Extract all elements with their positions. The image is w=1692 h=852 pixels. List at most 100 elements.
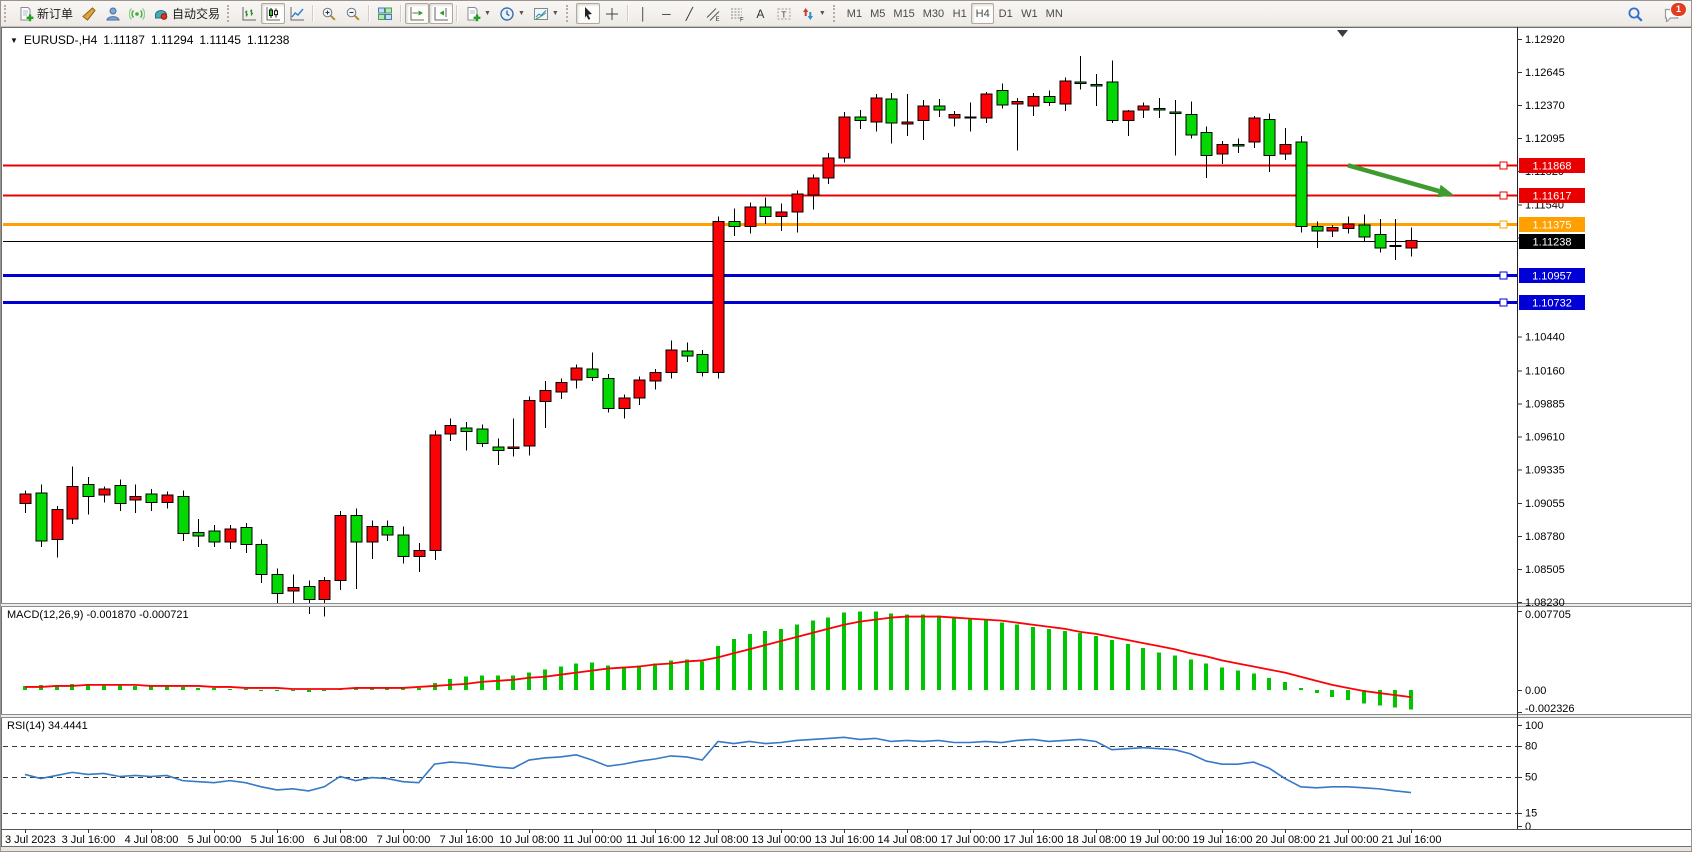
indicators-button[interactable]: ▼ [461,3,495,24]
candle-body [633,379,646,399]
text-button[interactable]: A [749,3,772,24]
price-tick-label: 1.12920 [1525,34,1565,46]
macd-histogram-bar [1000,622,1004,690]
toolbar-drag-handle[interactable] [4,5,10,22]
timeframe-m30-button[interactable]: M30 [919,3,948,24]
autotrading-button[interactable]: 自动交易 [149,3,224,24]
line-chart-button[interactable] [285,3,309,24]
timeframe-h1-button[interactable]: H1 [948,3,971,24]
person-icon [106,7,120,20]
candle [1374,219,1387,253]
panel-separator[interactable] [1,603,1692,606]
macd-values: -0.001870 -0.000721 [86,609,189,621]
badge-label: 1.10732 [1532,298,1572,310]
timeframe-m5-button[interactable]: M5 [866,3,889,24]
cursor-button[interactable] [575,3,600,24]
price-tick-label: 1.12370 [1525,100,1565,112]
new-order-button[interactable]: 新订单 [14,3,77,24]
line-handle[interactable] [1499,191,1508,200]
badge-label: 1.11868 [1533,161,1572,173]
candle [177,490,190,541]
search-button[interactable] [1623,4,1647,25]
candle [555,378,568,400]
candle [917,100,930,140]
trendline-button[interactable]: ╱ [678,3,701,24]
candle [1263,113,1276,173]
candle [350,508,363,589]
pointer-button[interactable] [77,3,101,24]
macd-histogram-bar [574,663,578,690]
toolbar-drag-handle[interactable] [227,5,233,22]
candle [1137,102,1150,119]
trend-arrow[interactable] [1347,163,1455,198]
panel-separator[interactable] [1,714,1692,717]
text-label-button[interactable]: T [772,3,796,24]
horizontal-line-button[interactable]: ─ [655,3,678,24]
zoom-in-icon [322,7,336,21]
rsi-panel: 100 80 50 150 [3,720,1543,833]
zoom-out-icon [346,7,360,21]
price-tick-label: 1.09055 [1525,498,1565,510]
chart-shift-marker[interactable] [1337,30,1348,37]
zoom-in-button[interactable] [317,3,341,24]
toolbar-drag-handle[interactable] [832,5,839,22]
candle [35,484,48,547]
candle-body [161,494,174,503]
symbol-dropdown-icon[interactable]: ▼ [10,35,18,45]
zoom-out-button[interactable] [341,3,365,24]
community-button[interactable] [101,3,125,24]
price-tick-label: 1.08230 [1525,597,1565,609]
price-tick-label: 1.12095 [1525,133,1565,145]
dropdown-caret-icon: ▼ [484,10,491,17]
arrows-button[interactable]: ▼ [796,3,830,24]
candle-body [570,367,583,381]
timeframe-h4-button[interactable]: H4 [971,3,995,24]
macd-histogram-bar [858,611,862,690]
signals-button[interactable] [125,3,149,24]
time-tick-label: 3 Jul 16:00 [62,834,116,846]
toolbar-drag-handle[interactable] [565,5,572,22]
rsi-tick-label: 0 [1525,821,1531,833]
bar-chart-button[interactable] [237,3,261,24]
candle-body [1342,223,1355,230]
candle [1185,101,1198,139]
line-handle[interactable] [1499,161,1508,170]
timeframe-mn-button[interactable]: MN [1042,3,1067,24]
badge-label: 1.11617 [1533,191,1572,203]
line-handle[interactable] [1499,271,1508,280]
timeframe-m15-button[interactable]: M15 [889,3,918,24]
notifications-button[interactable]: 1 [1659,2,1687,25]
macd-panel: 0.007705 0.00 -0.002326 [23,609,1575,715]
time-tick-label: 6 Jul 08:00 [314,834,368,846]
candle [1169,100,1182,156]
label-icon: T [777,8,791,19]
tile-windows-button[interactable] [373,3,397,24]
vertical-line-button[interactable]: │ [632,3,655,24]
timeframe-label: M15 [893,7,915,20]
candle [255,539,268,583]
candle-body [948,114,961,119]
templates-button[interactable]: ▼ [529,3,563,24]
timeframe-d1-button[interactable]: D1 [994,3,1017,24]
periods-button[interactable]: ▼ [495,3,529,24]
candle [696,349,709,377]
line-handle[interactable] [1499,220,1508,229]
time-tick-label: 10 Jul 08:00 [500,834,560,846]
chart-shift-button[interactable] [429,3,454,24]
timeframe-w1-button[interactable]: W1 [1017,3,1042,24]
candle-body [224,528,237,543]
macd-histogram-bar [559,666,563,690]
candle-body [1185,114,1198,136]
macd-histogram-bar [354,687,358,690]
crosshair-button[interactable] [600,3,624,24]
candlestick-button[interactable] [261,3,286,24]
line-handle[interactable] [1499,298,1508,307]
channel-button[interactable]: E [701,3,725,24]
macd-histogram-bar [984,620,988,690]
time-tick-label: 5 Jul 00:00 [188,834,242,846]
auto-scroll-button[interactable] [405,3,430,24]
macd-histogram-bar [275,690,279,692]
timeframe-m1-button[interactable]: M1 [843,3,866,24]
fibonacci-button[interactable]: F [725,3,749,24]
